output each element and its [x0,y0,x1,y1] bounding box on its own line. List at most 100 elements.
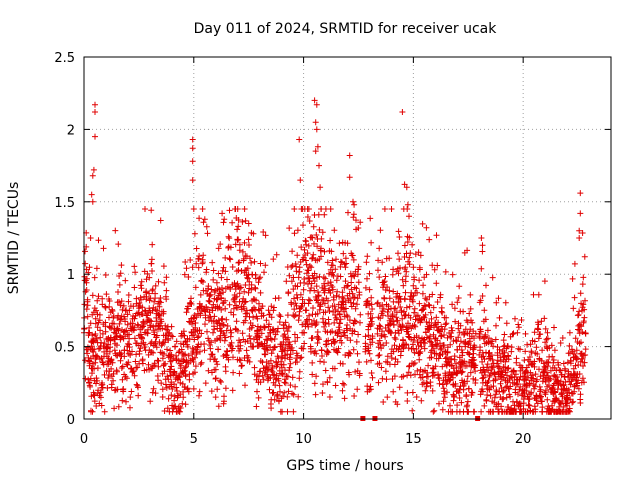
data-point [281,389,288,396]
data-point [334,348,341,355]
data-point [492,376,499,382]
data-point [236,241,243,248]
data-point [89,198,96,205]
data-point [500,354,507,361]
data-point [395,330,402,337]
data-point [419,374,426,381]
data-point [421,302,428,309]
data-point [291,295,297,302]
data-point [523,388,530,394]
data-point [363,259,370,266]
data-point [87,375,94,382]
data-point [123,398,129,405]
data-point [561,373,568,380]
data-point [335,345,342,352]
data-point [357,311,364,318]
data-point [230,311,237,318]
data-point [97,394,104,401]
data-point [169,333,176,340]
data-point [443,320,450,327]
data-point [144,312,151,319]
data-point [491,394,498,401]
data-point [544,335,551,342]
data-point [532,371,539,378]
data-point [291,306,298,313]
data-point [515,324,522,331]
data-point [566,342,573,349]
data-point [209,259,216,266]
data-point [161,351,167,357]
data-point [94,365,101,372]
data-point [442,355,449,362]
data-point [406,363,412,370]
data-point [422,311,429,318]
data-point [329,286,336,293]
data-point [138,296,144,303]
data-point [310,305,316,311]
data-point [579,281,586,288]
data-point [535,326,542,333]
x-axis-title: GPS time / hours [286,458,403,474]
data-point [123,327,130,334]
data-point [125,298,132,305]
data-point [368,239,375,246]
data-point [235,223,242,230]
data-point [347,295,353,302]
data-point [301,340,308,347]
data-point [484,392,491,398]
data-point [242,282,249,288]
data-point [517,400,524,407]
data-point [459,349,466,356]
data-point [339,380,346,387]
data-point [464,378,471,385]
data-point [242,382,248,389]
data-point [392,305,399,312]
data-point [338,333,345,340]
data-point [425,362,432,369]
data-point [401,242,408,249]
data-point [283,373,290,379]
data-point [512,371,519,378]
data-point [581,314,588,321]
data-point [222,368,229,375]
data-point [131,324,138,331]
data-point [106,303,113,310]
data-point [312,322,319,329]
data-point [128,365,134,372]
data-point [401,254,408,260]
data-point [522,330,529,337]
data-point [296,136,303,143]
data-point [125,292,132,298]
data-point [149,241,156,248]
data-point [433,341,440,348]
data-point [408,336,415,343]
data-point [504,365,511,372]
data-point [394,401,401,408]
data-point [350,346,357,353]
data-point [151,362,158,369]
data-point [214,296,221,303]
data-point [534,400,541,407]
data-point [429,387,436,394]
data-point [189,145,196,152]
data-point [313,350,320,357]
data-point [235,267,242,274]
data-point [451,353,458,360]
data-point [259,303,266,310]
data-point [433,314,440,321]
data-point [218,379,224,385]
data-point [131,315,138,322]
data-point [281,331,288,338]
data-point [229,219,236,226]
data-point [308,285,315,291]
data-point [237,357,244,364]
data-point [224,323,231,329]
data-point [298,206,305,212]
data-point [230,369,237,376]
data-point [567,381,574,388]
data-point [472,377,479,383]
data-point [353,338,360,345]
data-point [117,302,124,309]
data-point [236,370,243,377]
data-point [406,213,412,220]
